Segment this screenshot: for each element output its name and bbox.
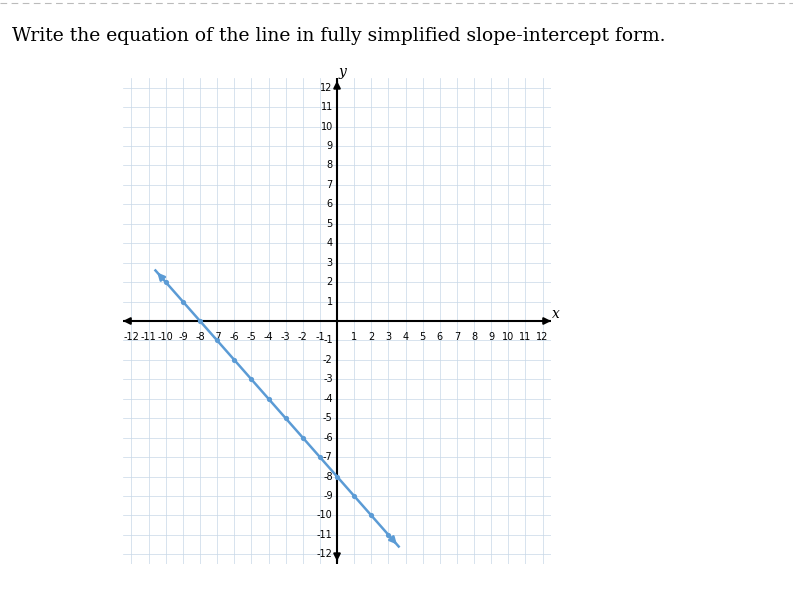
Text: -8: -8 — [195, 332, 205, 341]
Text: -1: -1 — [323, 335, 333, 346]
Text: 1: 1 — [327, 296, 333, 307]
Text: -2: -2 — [323, 355, 333, 365]
Text: 3: 3 — [327, 257, 333, 268]
Point — [365, 511, 377, 520]
Text: -5: -5 — [323, 413, 333, 423]
Text: -7: -7 — [323, 452, 333, 462]
Point — [245, 374, 258, 384]
Text: 10: 10 — [320, 122, 333, 131]
Text: -1: -1 — [315, 332, 324, 341]
Point — [382, 530, 395, 539]
Point — [177, 297, 190, 307]
Text: 6: 6 — [327, 199, 333, 209]
Text: 2: 2 — [327, 277, 333, 287]
Text: 8: 8 — [471, 332, 477, 341]
Point — [331, 472, 343, 481]
Point — [193, 316, 206, 326]
Text: -7: -7 — [213, 332, 222, 341]
Text: 10: 10 — [502, 332, 515, 341]
Text: -4: -4 — [264, 332, 274, 341]
Point — [348, 491, 361, 501]
Text: -9: -9 — [323, 491, 333, 501]
Text: 4: 4 — [327, 238, 333, 248]
Point — [279, 413, 292, 423]
Text: -5: -5 — [247, 332, 256, 341]
Text: y: y — [339, 65, 346, 79]
Point — [262, 394, 275, 404]
Point — [297, 433, 309, 442]
Text: 1: 1 — [351, 332, 357, 341]
Text: -10: -10 — [317, 511, 333, 520]
Text: 5: 5 — [327, 219, 333, 229]
Text: x: x — [552, 307, 560, 321]
Text: Write the equation of the line in fully simplified slope-intercept form.: Write the equation of the line in fully … — [12, 27, 665, 45]
Text: 4: 4 — [403, 332, 408, 341]
Text: -12: -12 — [317, 549, 333, 559]
Text: 7: 7 — [454, 332, 460, 341]
Text: 11: 11 — [320, 102, 333, 112]
Point — [211, 335, 224, 345]
Text: 5: 5 — [419, 332, 426, 341]
Text: 12: 12 — [536, 332, 549, 341]
Point — [159, 277, 172, 287]
Text: -2: -2 — [298, 332, 308, 341]
Text: 11: 11 — [519, 332, 531, 341]
Text: 2: 2 — [368, 332, 374, 341]
Text: -3: -3 — [323, 374, 333, 385]
Text: -9: -9 — [178, 332, 188, 341]
Text: -11: -11 — [317, 530, 333, 540]
Text: -4: -4 — [323, 394, 333, 404]
Text: -11: -11 — [140, 332, 156, 341]
Text: -8: -8 — [323, 472, 333, 482]
Text: 6: 6 — [437, 332, 442, 341]
Point — [228, 355, 240, 365]
Text: -3: -3 — [281, 332, 290, 341]
Text: 8: 8 — [327, 160, 333, 170]
Text: -6: -6 — [229, 332, 239, 341]
Text: 7: 7 — [327, 180, 333, 190]
Text: 9: 9 — [327, 141, 333, 151]
Point — [313, 452, 326, 462]
Text: -6: -6 — [323, 433, 333, 443]
Text: 3: 3 — [385, 332, 392, 341]
Text: -10: -10 — [158, 332, 174, 341]
Text: 9: 9 — [488, 332, 494, 341]
Text: 12: 12 — [320, 83, 333, 93]
Text: -12: -12 — [124, 332, 140, 341]
